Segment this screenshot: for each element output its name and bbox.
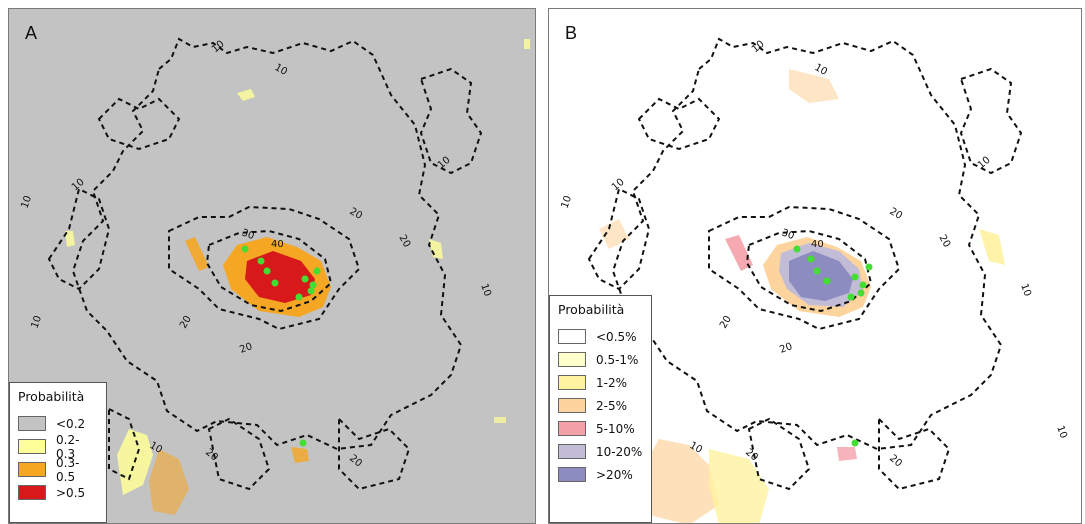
contour-label: 20 [238, 341, 254, 356]
contour-lines-a [47, 37, 483, 491]
contour-label: 20 [718, 314, 734, 331]
contour-label: 40 [271, 239, 284, 250]
legend-item: <0.2 [18, 412, 98, 435]
map-canvas-a: 10 10 10 10 20 20 30 40 20 20 10 10 10 1… [19, 37, 530, 515]
observation-marker [851, 439, 859, 447]
observation-marker [813, 267, 821, 275]
legend-swatch [558, 444, 586, 459]
legend-swatch [558, 352, 586, 367]
contour-label: 10 [1054, 424, 1069, 440]
legend-label: 2-5% [596, 398, 628, 413]
observation-markers-b [793, 245, 873, 447]
contour-label: 20 [348, 206, 365, 222]
observation-marker [241, 245, 249, 253]
legend-item: <0.5% [558, 325, 643, 348]
observation-marker [313, 267, 321, 275]
observation-marker [859, 281, 867, 289]
observation-marker [307, 287, 315, 295]
contour-label: 10 [976, 155, 993, 172]
legend-b: Probabilità <0.5% 0.5-1% 1-2% 2-5% 5-10%… [549, 295, 652, 523]
legend-swatch [558, 329, 586, 344]
legend-item: >0.5 [18, 481, 98, 504]
observation-marker [299, 439, 307, 447]
probability-patches-low [599, 69, 1005, 523]
legend-label: >0.5 [56, 485, 86, 500]
contour-label: 20 [888, 206, 905, 222]
contour-label: 10 [29, 314, 44, 330]
probability-hotspot-b [763, 237, 871, 317]
legend-item: 5-10% [558, 417, 643, 440]
contour-label: 10 [273, 62, 290, 78]
legend-swatch [18, 439, 46, 454]
contour-label: 40 [811, 239, 824, 250]
legend-label: 0.3-0.5 [56, 455, 80, 484]
legend-swatch [558, 398, 586, 413]
legend-label: 10-20% [596, 444, 643, 459]
panel-label-a: A [25, 23, 38, 43]
contour-label: 10 [1018, 282, 1033, 298]
legend-swatch [18, 462, 46, 477]
legend-swatch [18, 485, 46, 500]
legend-item: >20% [558, 463, 643, 486]
contour-lines-b [587, 37, 1023, 491]
contour-label: 30 [240, 227, 256, 242]
map-canvas-b: 10 10 10 10 20 20 30 40 20 20 10 10 10 1… [559, 37, 1069, 523]
observation-markers-a [241, 245, 321, 447]
map-panel-a: 10 10 10 10 20 20 30 40 20 20 10 10 10 1… [8, 8, 536, 524]
contour-label: 20 [203, 447, 220, 464]
legend-label: <0.2 [56, 416, 86, 431]
legend-swatch [558, 467, 586, 482]
legend-item: 1-2% [558, 371, 643, 394]
contour-label: 10 [210, 39, 227, 56]
legend-item: 2-5% [558, 394, 643, 417]
observation-marker [263, 267, 271, 275]
observation-marker [271, 279, 279, 287]
observation-marker [865, 263, 873, 271]
observation-marker [793, 245, 801, 253]
contour-label: 20 [936, 233, 952, 250]
observation-marker [857, 289, 865, 297]
legend-item: 0.3-0.5 [18, 455, 98, 484]
legend-a: Probabilità <0.2 0.2-0.3 0.3-0.5 >0.5 [9, 382, 107, 523]
observation-marker [295, 293, 303, 301]
legend-swatch [558, 421, 586, 436]
contour-label: 30 [780, 227, 796, 242]
legend-label: 1-2% [596, 375, 628, 390]
legend-swatch [558, 375, 586, 390]
legend-title: Probabilità [18, 389, 85, 404]
legend-item: 10-20% [558, 440, 643, 463]
legend-item: 0.2-0.3 [18, 432, 98, 461]
contour-label: 10 [559, 194, 574, 210]
legend-title: Probabilità [558, 302, 625, 317]
observation-marker [847, 293, 855, 301]
contour-label: 10 [478, 282, 493, 298]
legend-label: 5-10% [596, 421, 635, 436]
observation-marker [851, 273, 859, 281]
observation-marker [807, 255, 815, 263]
panel-label-b: B [565, 23, 578, 43]
contour-label: 10 [436, 155, 453, 172]
probability-patches-low [65, 39, 530, 515]
contour-label: 20 [178, 314, 194, 331]
contour-label: 20 [396, 233, 412, 250]
contour-label: 10 [750, 39, 767, 56]
contour-label: 20 [778, 341, 794, 356]
legend-label: <0.5% [596, 329, 637, 344]
observation-marker [257, 257, 265, 265]
legend-label: 0.2-0.3 [56, 432, 80, 461]
map-panel-b: 10 10 10 10 20 20 30 40 20 20 10 10 10 1… [548, 8, 1082, 524]
contour-label: 20 [347, 453, 364, 470]
legend-label: >20% [596, 467, 633, 482]
observation-marker [823, 277, 831, 285]
legend-swatch [18, 416, 46, 431]
observation-marker [309, 281, 317, 289]
legend-item: 0.5-1% [558, 348, 643, 371]
contour-label: 20 [887, 453, 904, 470]
legend-label: 0.5-1% [596, 352, 639, 367]
observation-marker [301, 275, 309, 283]
contour-label: 10 [19, 194, 34, 210]
